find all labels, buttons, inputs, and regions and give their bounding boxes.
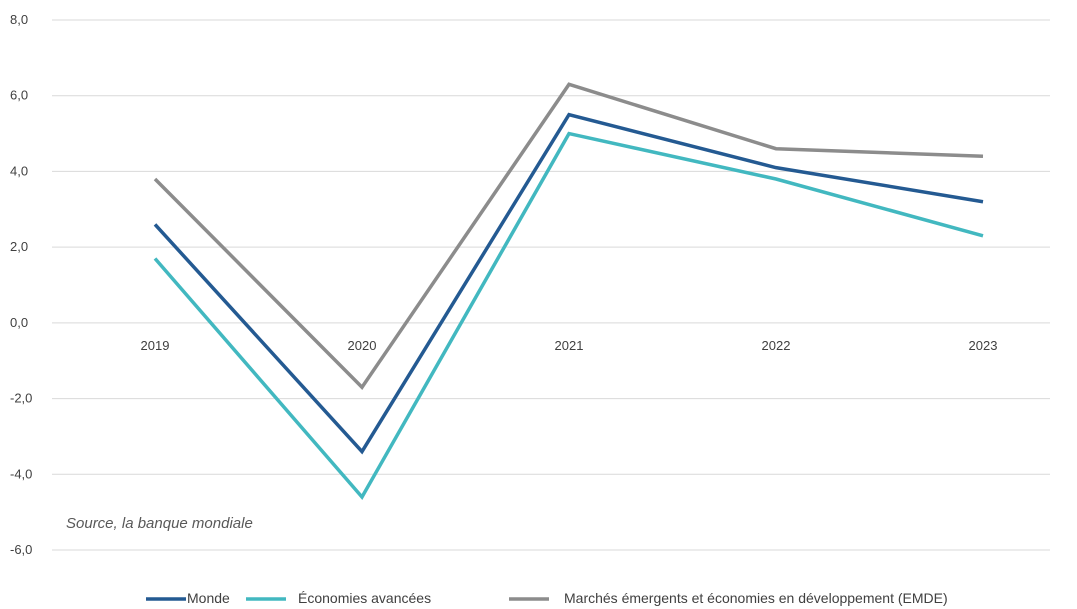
y-tick-label: 2,0	[10, 239, 28, 254]
source-annotation: Source, la banque mondiale	[66, 515, 253, 532]
y-tick-label: -6,0	[10, 542, 32, 557]
series-line	[153, 131, 984, 501]
y-tick-label: 8,0	[10, 12, 28, 27]
legend: Monde Économies avancées Marchés émergents…	[146, 590, 948, 606]
y-tick-label: 0,0	[10, 315, 28, 330]
y-tick-label: -2,0	[10, 391, 32, 406]
legend-label: Marchés émergents et économies en dévelo…	[564, 590, 948, 606]
x-tick-label: 2023	[969, 338, 998, 353]
x-axis: 2019 2020 2021 2022 2023	[141, 338, 998, 353]
x-tick-label: 2020	[348, 338, 377, 353]
x-tick-label: 2019	[141, 338, 170, 353]
legend-label: Économies avancées	[298, 590, 431, 606]
series-line	[153, 82, 984, 390]
series-lines	[153, 82, 984, 501]
y-tick-label: -4,0	[10, 466, 32, 481]
y-tick-label: 4,0	[10, 163, 28, 178]
y-axis: 8,0 6,0 4,0 2,0 0,0 -2,0 -4,0 -6,0	[10, 12, 32, 557]
x-tick-label: 2021	[555, 338, 584, 353]
gridlines	[52, 19, 1050, 551]
y-tick-label: 6,0	[10, 88, 28, 103]
series-line	[153, 112, 984, 455]
x-tick-label: 2022	[762, 338, 791, 353]
legend-label: Monde	[187, 590, 230, 606]
